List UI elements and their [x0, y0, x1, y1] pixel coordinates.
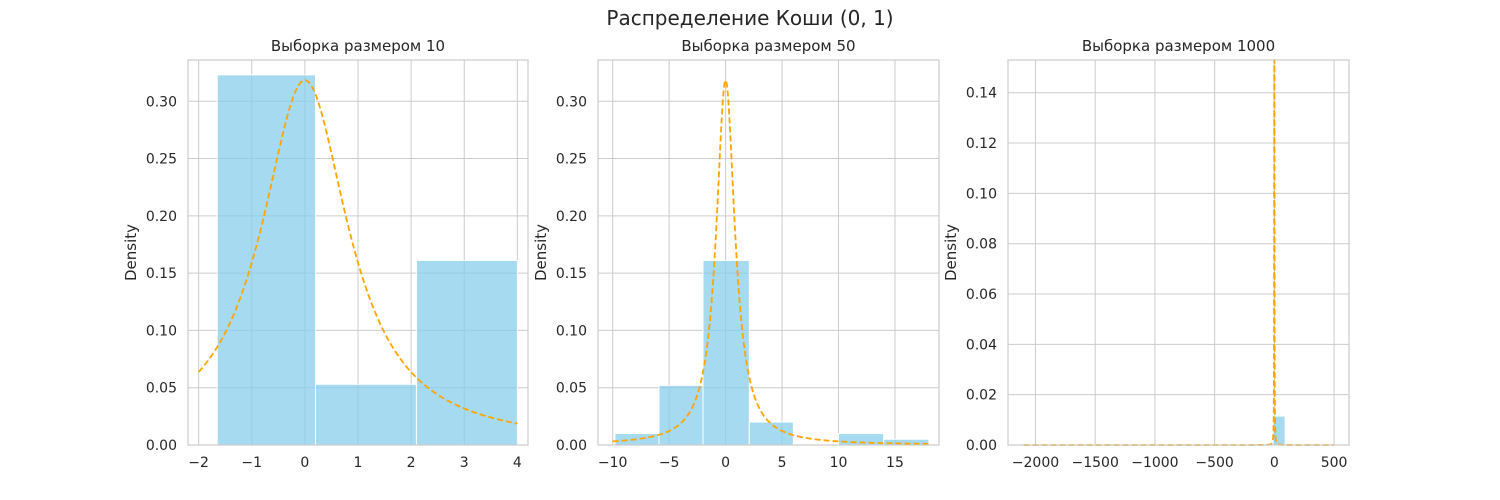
y-tick-label: 0.02 [966, 388, 997, 404]
y-tick-label: 0.06 [966, 287, 997, 303]
x-tick-label: −2000 [1012, 455, 1059, 471]
y-tick-label: 0.25 [556, 152, 587, 168]
x-tick-label: 2 [407, 455, 416, 471]
subplot-3: −2000 −1500 −1000 −500 0 500 0.00 0.02 0.04 0.06 0… [942, 37, 1350, 471]
x-tick-label: −500 [1195, 455, 1233, 471]
subplot-1: −2 −1 0 1 2 3 4 0.00 0.05 0.10 0.15 0.20 0.25 0.30 Выб… [122, 37, 529, 471]
histogram-bar [216, 74, 316, 446]
histogram-bar [614, 433, 660, 446]
x-tick-label: 1 [354, 455, 363, 471]
y-axis-label: Density [122, 224, 140, 281]
y-tick-label: 0.05 [146, 381, 177, 397]
y-tick-label: 0.20 [556, 209, 587, 225]
histogram-bar [315, 383, 417, 446]
y-tick-label: 0.30 [556, 94, 587, 110]
y-tick-label: 0.10 [966, 186, 997, 202]
y-tick-label: 0.25 [146, 152, 177, 168]
x-tick-label: 0 [1270, 455, 1279, 471]
x-tick-label: 0 [300, 455, 309, 471]
x-tick-label: 0 [721, 455, 730, 471]
y-tick-label: 0.04 [966, 337, 997, 353]
subplot-title: Выборка размером 50 [681, 37, 855, 55]
y-tick-label: 0.20 [146, 209, 177, 225]
subplot-title: Выборка размером 1000 [1082, 37, 1275, 55]
y-tick-label: 0.15 [556, 266, 587, 282]
x-tick-label: 15 [886, 455, 904, 471]
x-tick-label: 3 [460, 455, 469, 471]
x-tick-label: −10 [598, 455, 628, 471]
axes-frame [1007, 59, 1350, 446]
pdf-curve [1023, 59, 1335, 446]
subplot-title: Выборка размером 10 [271, 37, 445, 55]
pdf-curve [197, 79, 518, 425]
y-axis-label: Density [532, 224, 550, 281]
x-tick-label: 500 [1321, 455, 1348, 471]
figure-title: Распределение Коши (0, 1) [606, 6, 894, 30]
x-tick-label: −5 [659, 455, 680, 471]
x-tick-label: 4 [513, 455, 522, 471]
subplot-2: −10 −5 0 5 10 15 0.00 0.05 0.10 0.15 0.20 0.25 0.30 В… [532, 37, 940, 471]
x-tick-label: 5 [778, 455, 787, 471]
y-tick-label: 0.00 [146, 438, 177, 454]
axes-frame [597, 59, 940, 446]
y-tick-label: 0.12 [966, 136, 997, 152]
y-tick-label: 0.15 [146, 266, 177, 282]
x-tick-label: −1000 [1131, 455, 1178, 471]
y-tick-label: 0.05 [556, 381, 587, 397]
y-tick-label: 0.00 [966, 438, 997, 454]
histogram-bar [415, 260, 518, 446]
y-tick-label: 0.10 [146, 323, 177, 339]
x-tick-label: −1500 [1072, 455, 1119, 471]
x-tick-label: −2 [188, 455, 209, 471]
histogram-bar [748, 421, 794, 446]
y-tick-label: 0.08 [966, 237, 997, 253]
y-tick-label: 0.14 [966, 86, 997, 102]
y-tick-label: 0.00 [556, 438, 587, 454]
axes-frame [187, 59, 529, 446]
histogram-bar [658, 384, 704, 446]
x-tick-label: −1 [241, 455, 262, 471]
y-tick-label: 0.10 [556, 323, 587, 339]
y-tick-label: 0.30 [146, 94, 177, 110]
histogram-bar [702, 260, 750, 446]
x-tick-label: 10 [830, 455, 848, 471]
y-axis-label: Density [942, 224, 960, 281]
